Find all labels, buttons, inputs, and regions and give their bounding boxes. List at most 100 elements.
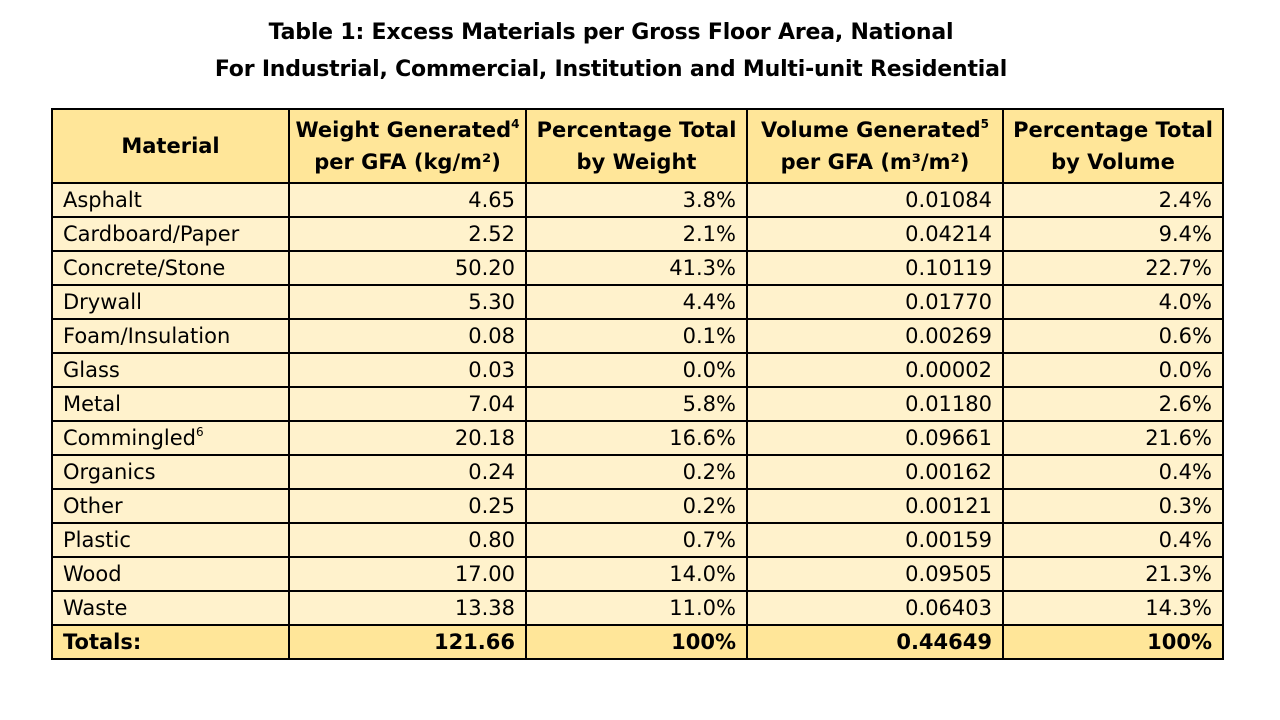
cell-pct-volume: 22.7%	[1002, 250, 1224, 286]
table-row: Metal 7.04 5.8% 0.01180 2.6%	[51, 386, 1224, 422]
table-row: Wood 17.00 14.0% 0.09505 21.3%	[51, 556, 1224, 592]
totals-row: Totals: 121.66 100% 0.44649 100%	[51, 624, 1224, 660]
cell-pct-weight: 11.0%	[525, 590, 748, 626]
cell-pct-weight: 41.3%	[525, 250, 748, 286]
cell-material: Wood	[51, 556, 290, 592]
cell-pct-weight: 3.8%	[525, 182, 748, 218]
header-line: Percentage Total	[1008, 114, 1218, 146]
totals-label: Totals:	[51, 624, 290, 660]
header-material: Material	[51, 108, 290, 184]
table-row: Commingled6 20.18 16.6% 0.09661 21.6%	[51, 420, 1224, 456]
header-volume-generated: Volume Generated5 per GFA (m³/m²)	[746, 108, 1004, 184]
cell-pct-weight: 0.2%	[525, 488, 748, 524]
cell-pct-volume: 2.6%	[1002, 386, 1224, 422]
cell-material: Commingled6	[51, 420, 290, 456]
header-line-text: Volume Generated	[761, 118, 981, 142]
header-line: Percentage Total	[531, 114, 742, 146]
table-row: Glass 0.03 0.0% 0.00002 0.0%	[51, 352, 1224, 388]
footnote-marker: 6	[195, 425, 204, 439]
cell-volume: 0.01084	[746, 182, 1004, 218]
cell-material: Glass	[51, 352, 290, 388]
table-row: Foam/Insulation 0.08 0.1% 0.00269 0.6%	[51, 318, 1224, 354]
header-weight-generated: Weight Generated4 per GFA (kg/m²)	[288, 108, 527, 184]
header-pct-volume: Percentage Total by Volume	[1002, 108, 1224, 184]
table-row: Waste 13.38 11.0% 0.06403 14.3%	[51, 590, 1224, 626]
cell-weight: 5.30	[288, 284, 527, 320]
cell-pct-volume: 4.0%	[1002, 284, 1224, 320]
totals-weight: 121.66	[288, 624, 527, 660]
material-name: Wood	[63, 562, 122, 586]
cell-material: Drywall	[51, 284, 290, 320]
cell-material: Organics	[51, 454, 290, 490]
header-line: per GFA (m³/m²)	[752, 146, 998, 178]
header-line: Material	[57, 130, 284, 162]
cell-pct-volume: 0.0%	[1002, 352, 1224, 388]
cell-pct-volume: 0.3%	[1002, 488, 1224, 524]
footnote-marker: 4	[511, 117, 520, 131]
cell-weight: 7.04	[288, 386, 527, 422]
cell-volume: 0.00269	[746, 318, 1004, 354]
header-line: per GFA (kg/m²)	[294, 146, 521, 178]
cell-material: Other	[51, 488, 290, 524]
cell-material: Metal	[51, 386, 290, 422]
cell-pct-weight: 0.0%	[525, 352, 748, 388]
cell-weight: 0.80	[288, 522, 527, 558]
cell-volume: 0.00162	[746, 454, 1004, 490]
header-line-text: Weight Generated	[295, 118, 512, 142]
header-line-text: by Volume	[1051, 150, 1175, 174]
material-name: Plastic	[63, 528, 131, 552]
header-line: by Volume	[1008, 146, 1218, 178]
header-line-text: Material	[121, 134, 220, 158]
cell-pct-volume: 0.4%	[1002, 454, 1224, 490]
cell-weight: 20.18	[288, 420, 527, 456]
material-name: Organics	[63, 460, 156, 484]
cell-pct-weight: 4.4%	[525, 284, 748, 320]
cell-volume: 0.04214	[746, 216, 1004, 252]
header-line: Volume Generated5	[752, 114, 998, 146]
cell-weight: 0.03	[288, 352, 527, 388]
cell-volume: 0.06403	[746, 590, 1004, 626]
material-name: Metal	[63, 392, 121, 416]
cell-weight: 0.24	[288, 454, 527, 490]
cell-pct-weight: 16.6%	[525, 420, 748, 456]
totals-pct-weight: 100%	[525, 624, 748, 660]
material-name: Waste	[63, 596, 128, 620]
cell-weight: 0.25	[288, 488, 527, 524]
material-name: Commingled	[63, 426, 196, 450]
cell-weight: 13.38	[288, 590, 527, 626]
table-footer: Totals: 121.66 100% 0.44649 100%	[51, 624, 1224, 660]
cell-pct-weight: 0.2%	[525, 454, 748, 490]
table-row: Plastic 0.80 0.7% 0.00159 0.4%	[51, 522, 1224, 558]
table-row: Drywall 5.30 4.4% 0.01770 4.0%	[51, 284, 1224, 320]
cell-pct-volume: 2.4%	[1002, 182, 1224, 218]
cell-weight: 17.00	[288, 556, 527, 592]
material-name: Cardboard/Paper	[63, 222, 240, 246]
material-name: Concrete/Stone	[63, 256, 226, 280]
material-name: Other	[63, 494, 123, 518]
cell-material: Concrete/Stone	[51, 250, 290, 286]
cell-weight: 50.20	[288, 250, 527, 286]
table-row: Asphalt 4.65 3.8% 0.01084 2.4%	[51, 182, 1224, 218]
table-title: Table 1: Excess Materials per Gross Floo…	[0, 14, 1222, 88]
cell-volume: 0.00002	[746, 352, 1004, 388]
table-header: Material Weight Generated4 per GFA (kg/m²)…	[51, 108, 1224, 184]
material-name: Drywall	[63, 290, 142, 314]
cell-pct-weight: 14.0%	[525, 556, 748, 592]
table-row: Organics 0.24 0.2% 0.00162 0.4%	[51, 454, 1224, 490]
materials-table: Material Weight Generated4 per GFA (kg/m²)…	[51, 108, 1224, 660]
header-row: Material Weight Generated4 per GFA (kg/m²)…	[51, 108, 1224, 184]
cell-volume: 0.09661	[746, 420, 1004, 456]
table-row: Other 0.25 0.2% 0.00121 0.3%	[51, 488, 1224, 524]
cell-volume: 0.01770	[746, 284, 1004, 320]
header-line-text: per GFA (m³/m²)	[780, 150, 970, 174]
header-line-text: by Weight	[576, 150, 697, 174]
cell-volume: 0.09505	[746, 556, 1004, 592]
header-line-text: per GFA (kg/m²)	[314, 150, 501, 174]
table-title-line-1: Table 1: Excess Materials per Gross Floo…	[268, 20, 954, 45]
cell-pct-volume: 0.4%	[1002, 522, 1224, 558]
table-body: Asphalt 4.65 3.8% 0.01084 2.4% Cardboard/Pape…	[51, 182, 1224, 626]
cell-weight: 2.52	[288, 216, 527, 252]
cell-pct-volume: 9.4%	[1002, 216, 1224, 252]
cell-material: Foam/Insulation	[51, 318, 290, 354]
header-pct-weight: Percentage Total by Weight	[525, 108, 748, 184]
